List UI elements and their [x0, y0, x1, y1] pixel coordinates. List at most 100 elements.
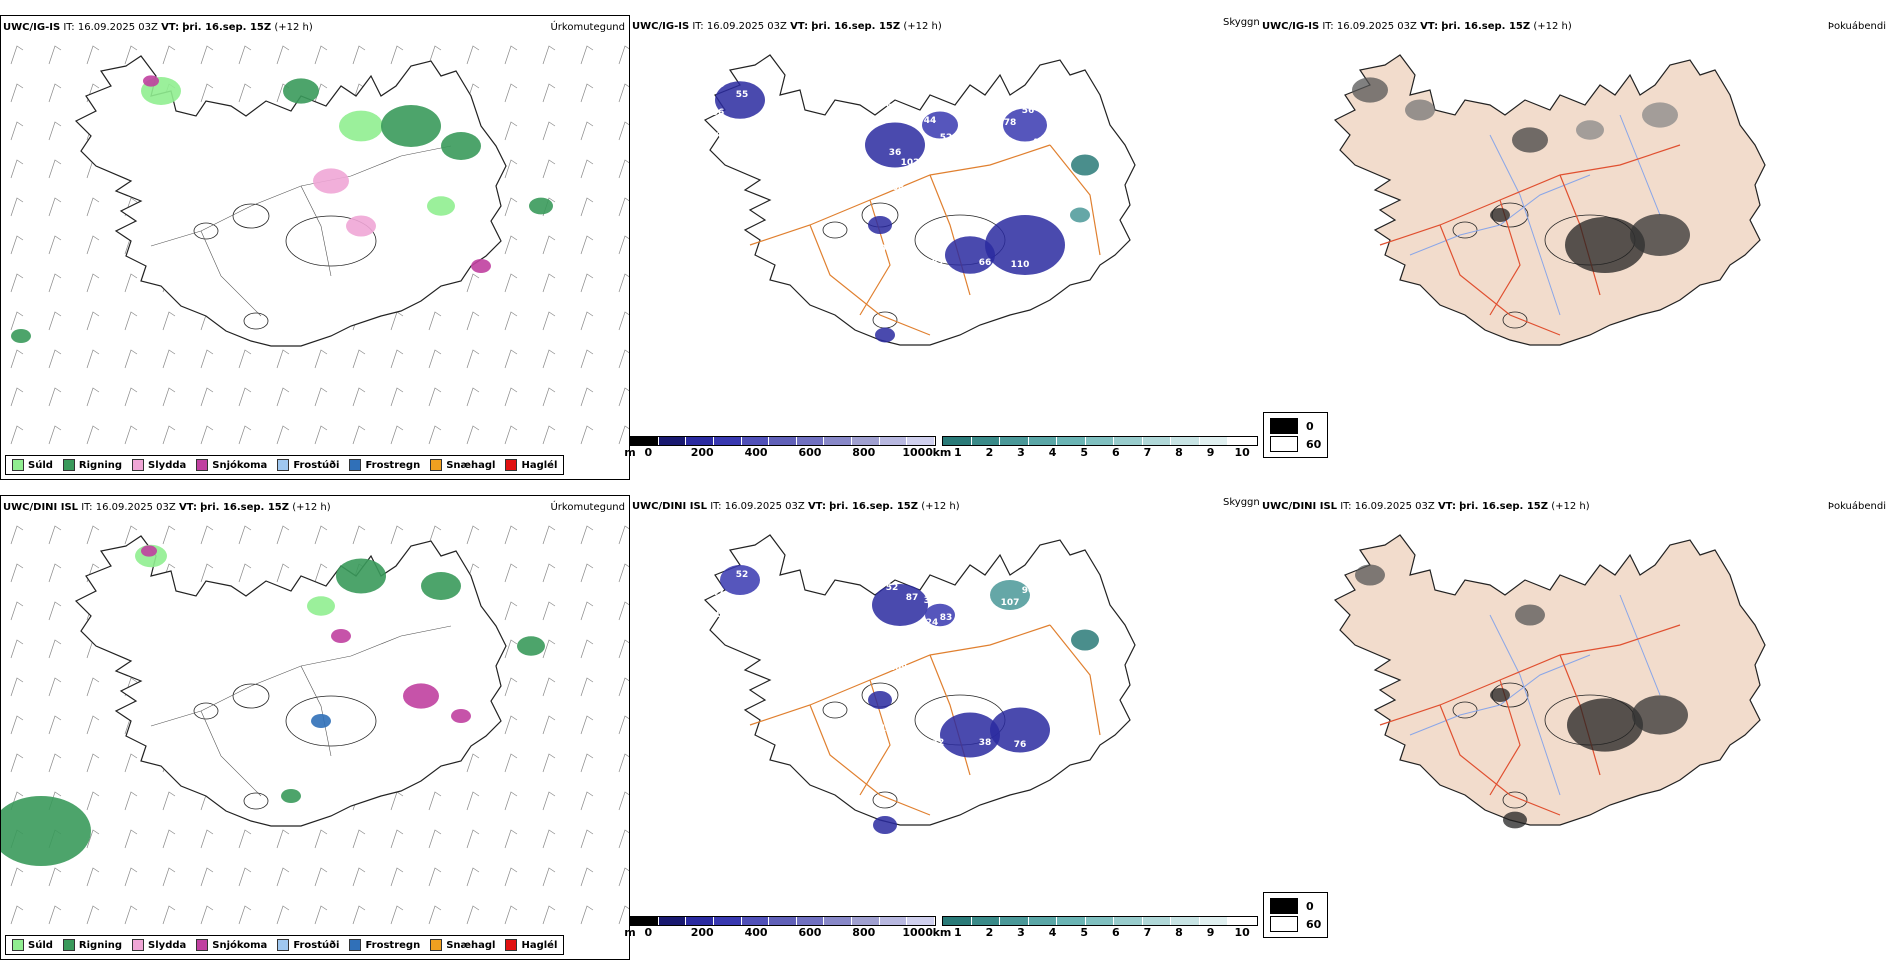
- cloudbase-value: 86: [917, 168, 930, 178]
- cloudbase-value: 79: [906, 113, 919, 123]
- cloudbase-value: 47: [712, 588, 725, 598]
- cloudbase-value: 17: [917, 648, 930, 658]
- colorbar-segment: [1142, 437, 1172, 445]
- cloudbase-panel-row2: UWC/DINI ISL IT: 16.09.2025 03Z VT: þri.…: [630, 495, 1260, 960]
- cloudbase-value: 56: [1022, 106, 1035, 116]
- fog-map: [1333, 534, 1766, 829]
- colorbar-segment: [741, 437, 770, 445]
- cloudbase-area: [990, 707, 1050, 753]
- precip-area: [529, 197, 553, 215]
- cloudbase-value: 78: [739, 638, 752, 648]
- precip-type-panel-row1: UWC/IG-IS IT: 16.09.2025 03Z VT: þri. 16…: [0, 15, 630, 480]
- fog-area: [1632, 695, 1688, 735]
- colorbar-segment: [1171, 437, 1200, 445]
- cloudbase-value: 78: [1004, 118, 1017, 128]
- legend-item: Slydda: [132, 939, 186, 951]
- cloudbase-value: 102: [901, 158, 920, 168]
- colorbar-segment: [943, 917, 972, 925]
- colorbar-segment: [852, 917, 880, 925]
- cloudbase-area: [875, 327, 895, 343]
- visibility-colorbar: km 1 2 3 4 5 6 7 8 9 10: [933, 916, 1258, 940]
- legend-item: Haglél: [505, 459, 557, 471]
- cloudbase-value: 55: [736, 90, 749, 100]
- colorbar-tick: 0: [644, 926, 653, 939]
- precip-area: [1, 796, 91, 866]
- legend-label: Haglél: [521, 459, 558, 471]
- cloudbase-area: [990, 580, 1030, 610]
- panel-header: UWC/IG-IS IT: 16.09.2025 03Z VT: þri. 16…: [632, 21, 942, 32]
- precip-area: [307, 596, 335, 616]
- legend-swatch: [430, 459, 443, 471]
- colorbar-segment: [879, 917, 908, 925]
- colorbar-segment: [1028, 437, 1058, 445]
- colorbar-tick: 5: [1080, 446, 1089, 459]
- cloudbase-value: 102: [886, 628, 905, 638]
- precip-area: [313, 168, 349, 194]
- colorbar-tick: 10: [1234, 446, 1250, 459]
- colorbar-segment: [1228, 917, 1258, 925]
- colorbar-segment: [1057, 437, 1086, 445]
- cloudbase-colorbar: m 0 200 400 600 800 1000: [624, 436, 936, 460]
- precip-map: [1, 525, 629, 925]
- fog-legend-swatch: [1270, 418, 1298, 434]
- legend-swatch: [12, 939, 24, 951]
- fog-panel-row2: UWC/DINI ISL IT: 16.09.2025 03Z VT: þri.…: [1260, 495, 1890, 960]
- fog-map: [1333, 54, 1766, 346]
- colorbar-segment: [686, 917, 714, 925]
- colorbar-segment: [1028, 917, 1058, 925]
- legend-label: Rigning: [78, 459, 123, 471]
- precip-area: [403, 683, 439, 709]
- legend-label: Slydda: [148, 939, 187, 951]
- precip-area: [381, 105, 441, 147]
- legend-label: Rigning: [78, 939, 123, 951]
- cloudbase-value: 66: [716, 610, 729, 620]
- colorbar-tick: 200: [690, 446, 714, 459]
- colorbar-tick: 3: [1017, 926, 1025, 939]
- precip-area: [441, 132, 481, 160]
- cloudbase-value: 81: [932, 258, 945, 268]
- legend-item: Slydda: [132, 459, 186, 471]
- legend-item: Frostúði: [277, 939, 339, 951]
- fog-area: [1642, 102, 1678, 128]
- colorbar-segment: [1085, 437, 1115, 445]
- precip-area: [283, 78, 319, 104]
- colorbar-segment: [1000, 437, 1029, 445]
- cloudbase-value: 54: [884, 383, 897, 393]
- fog-index-legend: 0 60: [1263, 892, 1329, 938]
- legend-label: Haglél: [521, 939, 558, 951]
- cloudbase-area: [868, 691, 892, 709]
- fog-legend-swatch: [1270, 916, 1298, 932]
- colorbar-tick: 1000: [902, 446, 933, 459]
- colorbar-ticks: m 0 200 400 600 800 1000: [624, 446, 936, 460]
- fog-panel-row1: UWC/IG-IS IT: 16.09.2025 03Z VT: þri. 16…: [1260, 15, 1890, 480]
- cloudbase-value: 37: [869, 378, 882, 388]
- cloudbase-area: [1070, 207, 1090, 223]
- cloudbase-value: 90: [874, 244, 887, 254]
- fog-legend-row: 60: [1270, 915, 1321, 933]
- cloudbase-value: 66: [979, 258, 992, 268]
- panel-header: UWC/DINI ISL IT: 16.09.2025 03Z VT: þri.…: [1262, 501, 1590, 512]
- cloudbase-value: 28: [739, 158, 752, 168]
- legend-label: Frostregn: [365, 459, 421, 471]
- legend-label: Slydda: [148, 459, 187, 471]
- panel-title: Úrkomutegund: [550, 502, 625, 513]
- cloudbase-area: [985, 215, 1065, 275]
- fog-legend-label: 0: [1306, 419, 1314, 433]
- colorbar-segment: [796, 437, 825, 445]
- colorbar-tick: 9: [1206, 926, 1215, 939]
- colorbar-segment: [824, 917, 853, 925]
- cloudbase-value: 76: [904, 638, 917, 648]
- colorbar-segment: [1199, 917, 1229, 925]
- cloudbase-value: 48: [716, 130, 729, 140]
- colorbar-tick: 4: [1048, 446, 1057, 459]
- precip-area: [281, 789, 301, 803]
- precip-area: [421, 572, 461, 600]
- cloudbase-value: 44: [924, 116, 937, 126]
- colorbar-tick: 3: [1017, 446, 1025, 459]
- legend-swatch: [196, 939, 209, 951]
- panel-header: UWC/IG-IS IT: 16.09.2025 03Z VT: þri. 16…: [3, 22, 313, 33]
- cloudbase-value: 54: [712, 560, 725, 570]
- cloudbase-value: 68: [712, 80, 725, 90]
- legend-item: Frostregn: [349, 939, 420, 951]
- precip-area: [339, 110, 383, 142]
